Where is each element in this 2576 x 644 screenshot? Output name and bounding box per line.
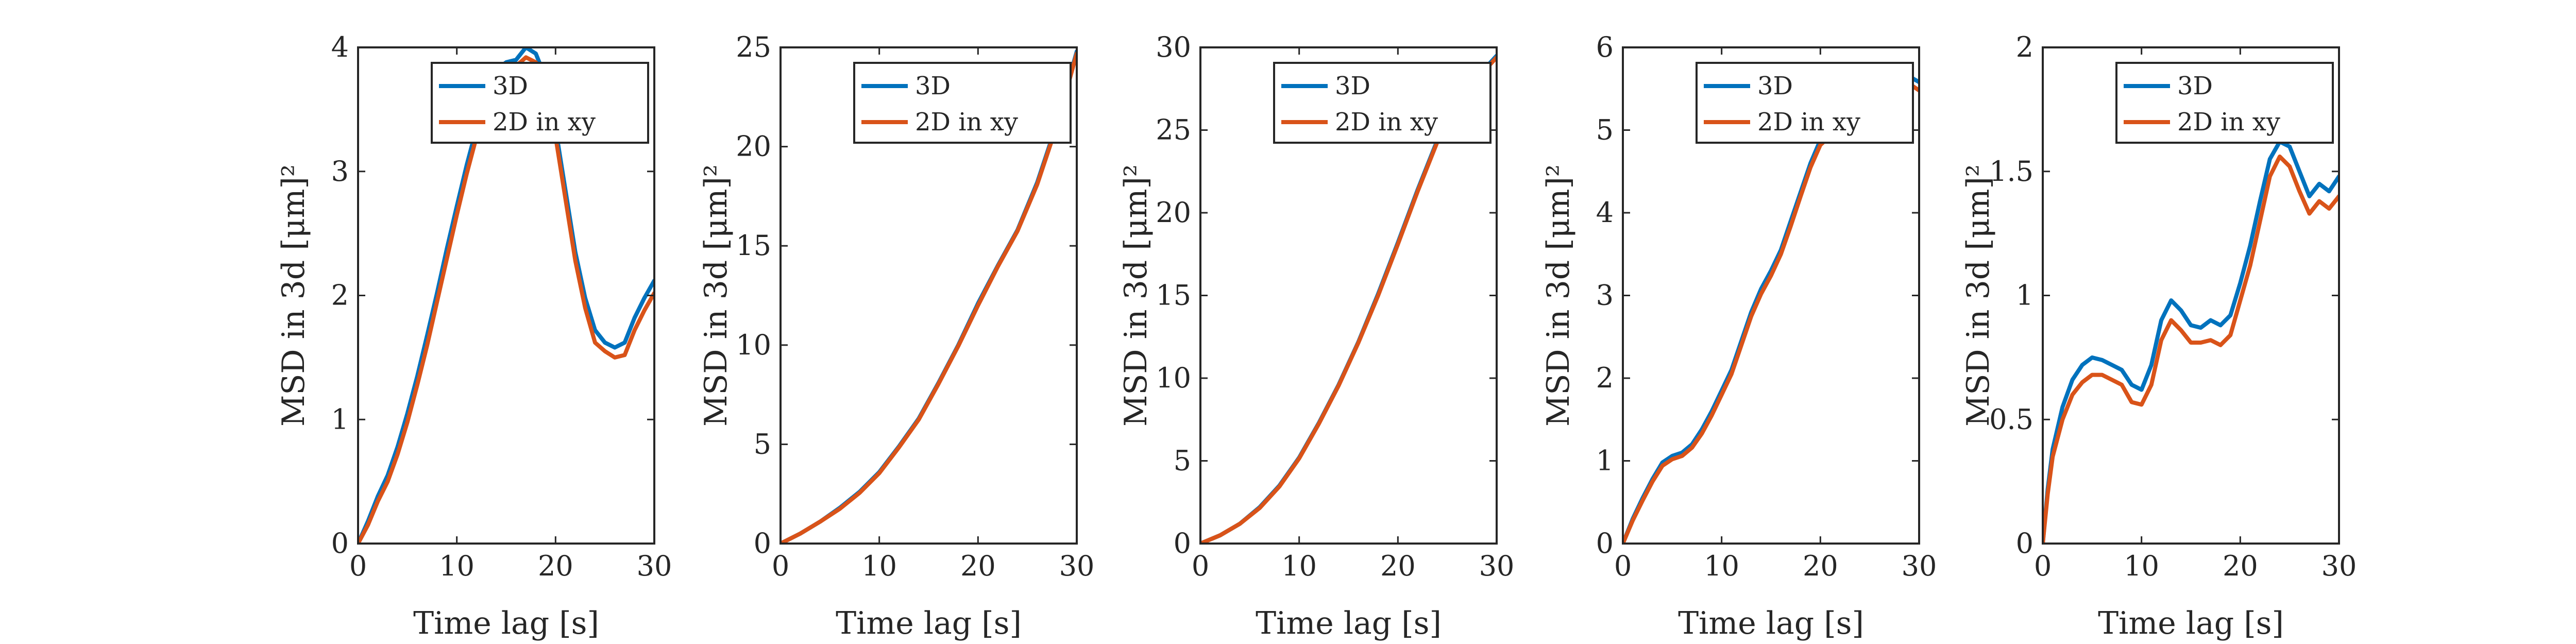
series-line-2d-xy — [781, 51, 1077, 544]
legend-label-2d-xy: 2D in xy — [1757, 108, 1860, 137]
legend-box — [853, 62, 1072, 144]
legend-label-3d: 3D — [493, 72, 528, 100]
y-tick-label: 2 — [2016, 31, 2033, 63]
legend-label-2d-xy: 2D in xy — [493, 108, 596, 137]
x-axis-label: Time lag [s] — [2098, 605, 2284, 641]
y-tick-label: 1.5 — [1989, 155, 2033, 188]
legend-label-3d: 3D — [2177, 72, 2213, 100]
x-tick-label: 0 — [2034, 550, 2052, 582]
legend-box — [2115, 62, 2334, 144]
y-tick-label: 3 — [1596, 279, 1614, 312]
y-tick-label: 15 — [736, 229, 771, 262]
x-tick-label: 0 — [772, 550, 789, 582]
legend: 3D 2D in xy — [2115, 62, 2334, 144]
y-axis-label: MSD in 3d [μm]² — [1118, 164, 1154, 427]
legend-box — [431, 62, 649, 144]
x-tick-label: 30 — [637, 550, 672, 582]
x-axis-label: Time lag [s] — [413, 605, 599, 641]
x-tick-label: 30 — [2321, 550, 2357, 582]
y-tick-label: 1 — [331, 403, 349, 435]
x-axis-label: Time lag [s] — [1678, 605, 1864, 641]
x-tick-label: 20 — [1380, 550, 1416, 582]
y-tick-label: 0 — [1596, 527, 1614, 560]
y-tick-label: 0 — [331, 527, 349, 560]
legend-box — [1273, 62, 1492, 144]
x-tick-label: 10 — [2124, 550, 2159, 582]
x-axis-label: Time lag [s] — [1256, 605, 1442, 641]
legend: 3D 2D in xy — [1696, 62, 1914, 144]
y-tick-label: 0 — [2016, 527, 2033, 560]
legend: 3D 2D in xy — [431, 62, 649, 144]
y-tick-label: 2 — [331, 279, 349, 312]
x-tick-label: 20 — [1803, 550, 1838, 582]
y-tick-label: 4 — [331, 31, 349, 63]
y-tick-label: 0 — [754, 527, 771, 560]
x-tick-label: 30 — [1902, 550, 1937, 582]
y-tick-label: 5 — [1174, 445, 1191, 477]
y-tick-label: 30 — [1156, 31, 1191, 63]
y-tick-label: 20 — [736, 130, 771, 163]
y-axis-label: MSD in 3d [μm]² — [1540, 164, 1577, 427]
legend-label-3d: 3D — [915, 72, 951, 100]
y-tick-label: 1 — [2016, 279, 2033, 312]
x-tick-label: 10 — [439, 550, 474, 582]
y-tick-label: 15 — [1156, 279, 1191, 312]
chart-panel-4: 0 10 20 30 0 1 2 3 4 5 6 Time lag [s] MSD in 3d [μm]… — [1540, 31, 1937, 641]
y-tick-label: 1 — [1596, 445, 1614, 477]
y-tick-label: 0.5 — [1989, 403, 2033, 435]
x-tick-label: 10 — [1704, 550, 1739, 582]
x-tick-label: 0 — [1614, 550, 1632, 582]
x-tick-label: 30 — [1059, 550, 1095, 582]
y-tick-label: 25 — [1156, 114, 1191, 146]
chart-panel-2: 0 10 20 30 0 5 10 15 20 25 Time lag [s] MSD in 3d [… — [698, 31, 1094, 641]
x-tick-label: 20 — [2223, 550, 2258, 582]
x-tick-label: 0 — [349, 550, 367, 582]
series-line-2d-xy — [1623, 78, 1919, 544]
y-tick-label: 0 — [1174, 527, 1191, 560]
legend-label-3d: 3D — [1757, 72, 1793, 100]
series-line-2d-xy — [2043, 154, 2339, 544]
y-tick-label: 4 — [1596, 196, 1614, 229]
legend: 3D 2D in xy — [853, 62, 1072, 144]
legend-label-2d-xy: 2D in xy — [1335, 108, 1438, 137]
legend-label-2d-xy: 2D in xy — [915, 108, 1018, 137]
x-tick-label: 10 — [1281, 550, 1317, 582]
y-tick-label: 5 — [754, 428, 771, 460]
chart-panel-5: 0 10 20 30 0 0.5 1 1.5 2 Time lag [s] MSD in 3d [μ… — [1960, 31, 2357, 641]
chart-panel-1: 0 10 20 30 0 1 2 3 4 Time lag [s] MSD in 3d [μm]² 3… — [276, 31, 672, 641]
x-tick-label: 20 — [960, 550, 996, 582]
y-axis-label: MSD in 3d [μm]² — [1960, 164, 1996, 427]
legend-box — [1696, 62, 1914, 144]
series-line-3d — [2043, 140, 2339, 544]
x-tick-label: 10 — [861, 550, 897, 582]
x-tick-label: 30 — [1479, 550, 1515, 582]
y-tick-label: 5 — [1596, 114, 1614, 146]
legend-label-2d-xy: 2D in xy — [2177, 108, 2280, 137]
chart-panel-3: 0 10 20 30 0 5 10 15 20 25 30 Time lag [s] MSD in 3d… — [1118, 31, 1514, 641]
y-tick-label: 10 — [1156, 362, 1191, 394]
x-tick-label: 20 — [538, 550, 573, 582]
legend: 3D 2D in xy — [1273, 62, 1492, 144]
y-tick-label: 10 — [736, 329, 771, 361]
y-tick-label: 20 — [1156, 196, 1191, 229]
y-tick-label: 25 — [736, 31, 771, 63]
y-tick-label: 6 — [1596, 31, 1614, 63]
y-tick-label: 2 — [1596, 362, 1614, 394]
x-tick-label: 0 — [1192, 550, 1209, 582]
y-axis-label: MSD in 3d [μm]² — [276, 164, 312, 427]
y-tick-label: 3 — [331, 155, 349, 188]
legend-label-3d: 3D — [1335, 72, 1370, 100]
series-line-3d — [1623, 72, 1919, 544]
axes-box — [779, 46, 1078, 545]
y-axis-label: MSD in 3d [μm]² — [698, 164, 734, 427]
x-axis-label: Time lag [s] — [836, 605, 1022, 641]
